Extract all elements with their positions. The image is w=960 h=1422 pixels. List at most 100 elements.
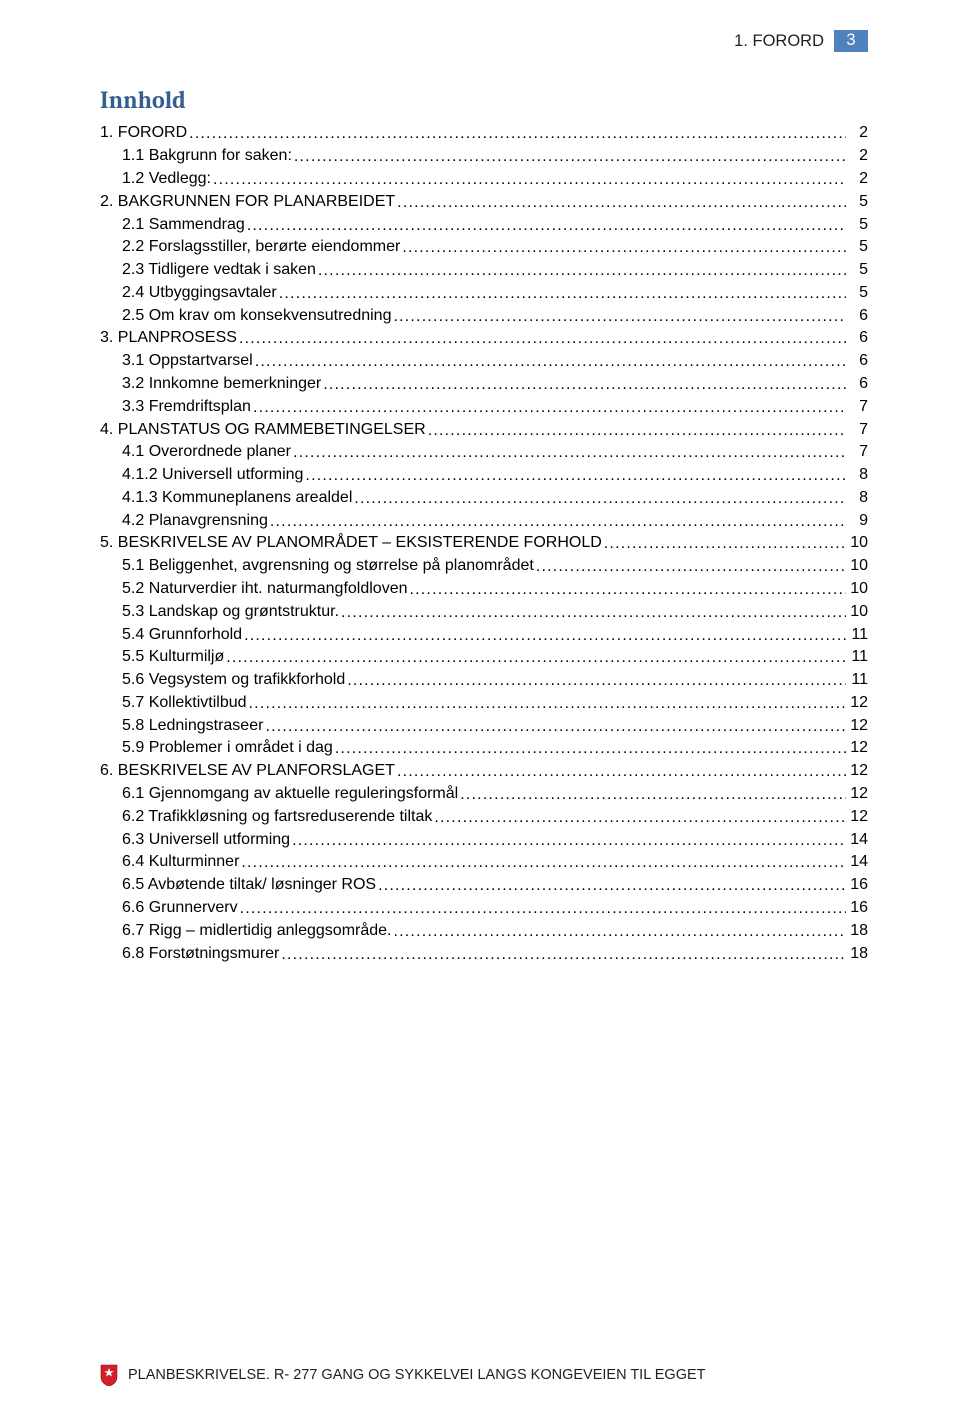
toc-leader-dots (249, 696, 846, 712)
toc-entry-label: 2.5 Om krav om konsekvensutredning (122, 308, 393, 324)
toc-entry[interactable]: 4.1.2 Universell utforming8 (100, 464, 868, 487)
toc-entry-page: 12 (846, 809, 868, 825)
toc-entry[interactable]: 1. FORORD2 (100, 122, 868, 145)
toc-entry[interactable]: 3.1 Oppstartvarsel6 (100, 350, 868, 373)
toc-entry-page: 5 (846, 262, 868, 278)
toc-entry-page: 10 (846, 604, 868, 620)
toc-entry-label: 5.1 Beliggenhet, avgrensning og størrels… (122, 558, 536, 574)
toc-entry-label: 6.8 Forstøtningsmurer (122, 946, 281, 962)
toc-entry[interactable]: 4. PLANSTATUS OG RAMMEBETINGELSER7 (100, 418, 868, 441)
toc-entry-label: 6.3 Universell utforming (122, 832, 292, 848)
toc-entry[interactable]: 5.9 Problemer i området i dag12 (100, 737, 868, 760)
toc-entry-label: 5.8 Ledningstraseer (122, 718, 265, 734)
toc-entry[interactable]: 6.2 Trafikkløsning og fartsreduserende t… (100, 805, 868, 828)
toc-leader-dots (604, 536, 846, 552)
toc-entry[interactable]: 6.3 Universell utforming 14 (100, 828, 868, 851)
toc-entry-page: 12 (846, 786, 868, 802)
toc-entry-label: 6.4 Kulturminner (122, 854, 241, 870)
toc-entry[interactable]: 6.6 Grunnerverv16 (100, 897, 868, 920)
toc-entry[interactable]: 5.7 Kollektivtilbud12 (100, 692, 868, 715)
toc-entry[interactable]: 5.2 Naturverdier iht. naturmangfoldloven… (100, 578, 868, 601)
shield-icon (100, 1364, 118, 1386)
toc-entry[interactable]: 5.8 Ledningstraseer 12 (100, 714, 868, 737)
toc-entry[interactable]: 2.3 Tidligere vedtak i saken5 (100, 259, 868, 282)
toc-leader-dots (239, 331, 846, 347)
toc-entry-label: 3.2 Innkomne bemerkninger (122, 376, 323, 392)
toc-leader-dots (323, 377, 846, 393)
toc-entry-label: 6.2 Trafikkløsning og fartsreduserende t… (122, 809, 434, 825)
toc-entry[interactable]: 6.1 Gjennomgang av aktuelle reguleringsf… (100, 783, 868, 806)
toc-entry[interactable]: 2.5 Om krav om konsekvensutredning 6 (100, 304, 868, 327)
toc-entry[interactable]: 1.1 Bakgrunn for saken:2 (100, 145, 868, 168)
toc-entry-label: 1. FORORD (100, 125, 189, 141)
toc-entry[interactable]: 6.8 Forstøtningsmurer18 (100, 942, 868, 965)
toc-entry-page: 10 (846, 558, 868, 574)
toc-entry-label: 6.6 Grunnerverv (122, 900, 240, 916)
toc-leader-dots (213, 172, 846, 188)
toc-entry-page: 12 (846, 718, 868, 734)
toc-entry[interactable]: 6. BESKRIVELSE AV PLANFORSLAGET12 (100, 760, 868, 783)
toc-entry[interactable]: 4.1 Overordnede planer7 (100, 441, 868, 464)
toc-entry-page: 6 (846, 376, 868, 392)
toc-entry-label: 4. PLANSTATUS OG RAMMEBETINGELSER (100, 422, 428, 438)
toc-entry[interactable]: 6.7 Rigg – midlertidig anleggsområde. 18 (100, 919, 868, 942)
toc-leader-dots (240, 901, 846, 917)
toc-entry-label: 5.7 Kollektivtilbud (122, 695, 249, 711)
toc-entry-page: 5 (846, 194, 868, 210)
toc-entry-page: 11 (846, 627, 868, 643)
toc-entry-label: 5.6 Vegsystem og trafikkforhold (122, 672, 347, 688)
toc-leader-dots (265, 719, 846, 735)
toc-entry-label: 5. BESKRIVELSE AV PLANOMRÅDET – EKSISTER… (100, 535, 604, 551)
toc-entry[interactable]: 5. BESKRIVELSE AV PLANOMRÅDET – EKSISTER… (100, 532, 868, 555)
toc-leader-dots (189, 126, 846, 142)
toc-entry[interactable]: 5.3 Landskap og grøntstruktur. 10 (100, 600, 868, 623)
toc-leader-dots (292, 833, 846, 849)
toc-entry-page: 2 (846, 148, 868, 164)
toc-entry[interactable]: 1.2 Vedlegg:2 (100, 168, 868, 191)
toc-entry[interactable]: 3. PLANPROSESS6 (100, 327, 868, 350)
toc-entry-page: 14 (846, 832, 868, 848)
toc-entry-page: 12 (846, 763, 868, 779)
toc-entry[interactable]: 5.4 Grunnforhold 11 (100, 623, 868, 646)
toc-leader-dots (253, 400, 846, 416)
toc-entry[interactable]: 5.5 Kulturmiljø11 (100, 646, 868, 669)
toc-leader-dots (318, 263, 846, 279)
toc-entry-page: 18 (846, 923, 868, 939)
footer: PLANBESKRIVELSE. R- 277 GANG OG SYKKELVE… (100, 1364, 706, 1386)
toc-entry[interactable]: 3.2 Innkomne bemerkninger 6 (100, 373, 868, 396)
toc-entry[interactable]: 3.3 Fremdriftsplan7 (100, 395, 868, 418)
toc-entry-label: 6.7 Rigg – midlertidig anleggsområde. (122, 923, 393, 939)
toc-leader-dots (434, 810, 846, 826)
toc-leader-dots (255, 354, 846, 370)
toc-entry[interactable]: 2. BAKGRUNNEN FOR PLANARBEIDET5 (100, 190, 868, 213)
toc-entry[interactable]: 4.2 Planavgrensning9 (100, 509, 868, 532)
toc-entry-page: 5 (846, 239, 868, 255)
toc-entry-page: 9 (846, 513, 868, 529)
toc-leader-dots (293, 445, 846, 461)
toc-leader-dots (460, 787, 846, 803)
toc-entry-page: 5 (846, 285, 868, 301)
header-page-badge: 3 (834, 30, 868, 52)
toc-entry[interactable]: 2.1 Sammendrag5 (100, 213, 868, 236)
toc-entry-label: 4.1.3 Kommuneplanens arealdel (122, 490, 354, 506)
toc-entry-page: 6 (846, 308, 868, 324)
toc-entry-label: 5.4 Grunnforhold (122, 627, 244, 643)
toc-entry[interactable]: 6.4 Kulturminner14 (100, 851, 868, 874)
toc-entry-page: 11 (846, 649, 868, 665)
toc-entry-label: 2.2 Forslagsstiller, berørte eiendommer (122, 239, 402, 255)
toc-entry-page: 6 (846, 353, 868, 369)
toc-leader-dots (536, 559, 846, 575)
toc-entry[interactable]: 5.1 Beliggenhet, avgrensning og størrels… (100, 555, 868, 578)
toc-leader-dots (397, 764, 846, 780)
toc-entry[interactable]: 4.1.3 Kommuneplanens arealdel8 (100, 487, 868, 510)
toc-entry[interactable]: 2.2 Forslagsstiller, berørte eiendommer 5 (100, 236, 868, 259)
toc-entry[interactable]: 5.6 Vegsystem og trafikkforhold 11 (100, 669, 868, 692)
toc-entry-page: 11 (846, 672, 868, 688)
toc-leader-dots (270, 514, 846, 530)
toc-entry[interactable]: 6.5 Avbøtende tiltak/ løsninger ROS16 (100, 874, 868, 897)
toc-leader-dots (244, 628, 846, 644)
toc-entry-label: 5.3 Landskap og grøntstruktur. (122, 604, 341, 620)
toc-entry[interactable]: 2.4 Utbyggingsavtaler5 (100, 281, 868, 304)
toc-leader-dots (226, 650, 846, 666)
toc-leader-dots (378, 878, 846, 894)
